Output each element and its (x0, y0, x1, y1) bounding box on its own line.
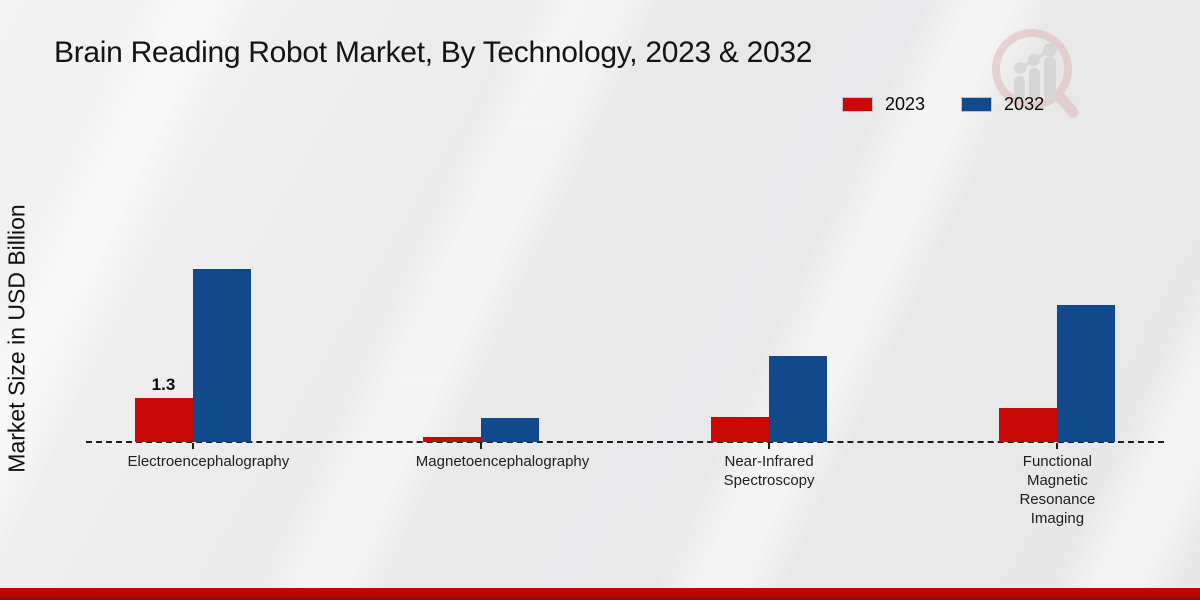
legend-swatch-2023 (842, 97, 873, 112)
bar-value-label: 1.3 (151, 374, 176, 394)
category-label-3: Functional Magnetic Resonance Imaging (1019, 453, 1096, 527)
bar-2032-3 (1057, 304, 1116, 442)
footer-accent-band (0, 588, 1200, 600)
bar-2032-0 (192, 269, 251, 442)
legend-label-2023: 2023 (885, 94, 926, 114)
legend-item-2023: 2023 (842, 94, 925, 115)
category-label-0: Electroencephalography (127, 453, 290, 470)
legend-swatch-2032 (961, 97, 993, 112)
x-axis-dashed-baseline (86, 441, 1164, 443)
bar-2023-3 (999, 408, 1058, 442)
bar-2023-1 (422, 436, 481, 442)
x-axis-tick (191, 443, 194, 449)
category-label-2: Near-Infrared Spectroscopy (723, 453, 815, 489)
bar-2032-2 (769, 355, 828, 442)
x-axis-tick (1056, 443, 1059, 449)
legend-label-2032: 2032 (1004, 94, 1045, 114)
category-label-1: Magnetoencephalography (415, 453, 590, 470)
bar-2023-0 (134, 397, 193, 442)
legend: 2023 2032 (842, 94, 1044, 115)
bar-2023-2 (711, 416, 770, 442)
chart-title: Brain Reading Robot Market, By Technolog… (54, 36, 813, 69)
x-axis-tick (768, 443, 771, 449)
magnifier-growth-chart-logo-icon (988, 24, 1080, 125)
y-axis-label: Market Size in USD Billion (3, 204, 30, 473)
bar-2032-1 (480, 418, 539, 442)
legend-item-2032: 2032 (961, 94, 1044, 115)
x-axis-tick (479, 443, 482, 449)
